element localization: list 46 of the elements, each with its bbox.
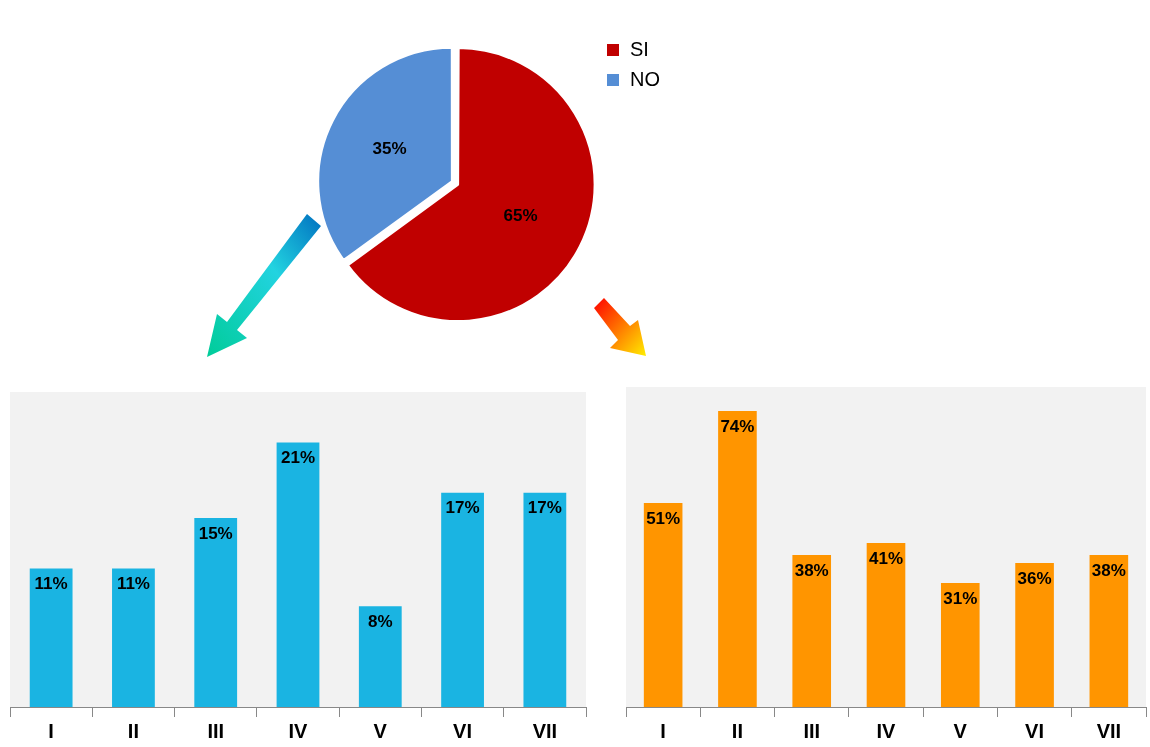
data-label: 17% — [527, 498, 562, 518]
x-tick-label: II — [731, 719, 743, 742]
bar — [718, 411, 757, 707]
data-label: 8% — [368, 611, 393, 631]
bar — [194, 518, 238, 707]
data-label: 41% — [868, 548, 904, 568]
data-label: 31% — [943, 588, 978, 608]
bar — [29, 568, 73, 707]
data-label: 74% — [720, 416, 755, 436]
data-label: 11% — [116, 574, 150, 594]
x-tick-label: IV — [288, 719, 309, 742]
data-label: 11% — [34, 574, 68, 594]
data-label: 35% — [372, 139, 407, 159]
bar — [112, 568, 155, 707]
x-tick-label: VII — [532, 719, 558, 742]
data-label: 15% — [198, 523, 233, 543]
data-label: 38% — [1091, 560, 1126, 580]
x-tick-label: V — [373, 719, 388, 742]
bar — [792, 555, 832, 707]
x-tick-label: VI — [1025, 719, 1045, 742]
x-tick-label: V — [953, 719, 968, 742]
bar — [866, 543, 906, 707]
x-tick-label: I — [660, 719, 666, 742]
bar — [940, 583, 980, 707]
x-tick-label: II — [127, 719, 139, 742]
x-tick-label: IV — [876, 719, 897, 742]
bar — [358, 606, 402, 707]
x-tick-label: III — [803, 719, 821, 742]
bar — [1015, 563, 1054, 707]
x-tick-label: VII — [1096, 719, 1122, 742]
bar — [276, 442, 320, 707]
data-label: 17% — [445, 498, 480, 518]
data-label: 65% — [503, 206, 538, 226]
bar — [523, 492, 567, 707]
data-label: 38% — [794, 560, 829, 580]
bar — [1089, 555, 1129, 707]
bar — [441, 492, 484, 707]
data-label: 36% — [1017, 568, 1052, 588]
data-label: 51% — [646, 508, 681, 528]
legend-label: SI — [630, 37, 649, 60]
x-tick-label: III — [207, 719, 225, 742]
bar — [643, 503, 683, 707]
data-label: 21% — [280, 448, 316, 468]
x-tick-label: VI — [453, 719, 473, 742]
legend-label: NO — [630, 67, 660, 90]
x-tick-label: I — [48, 719, 54, 742]
